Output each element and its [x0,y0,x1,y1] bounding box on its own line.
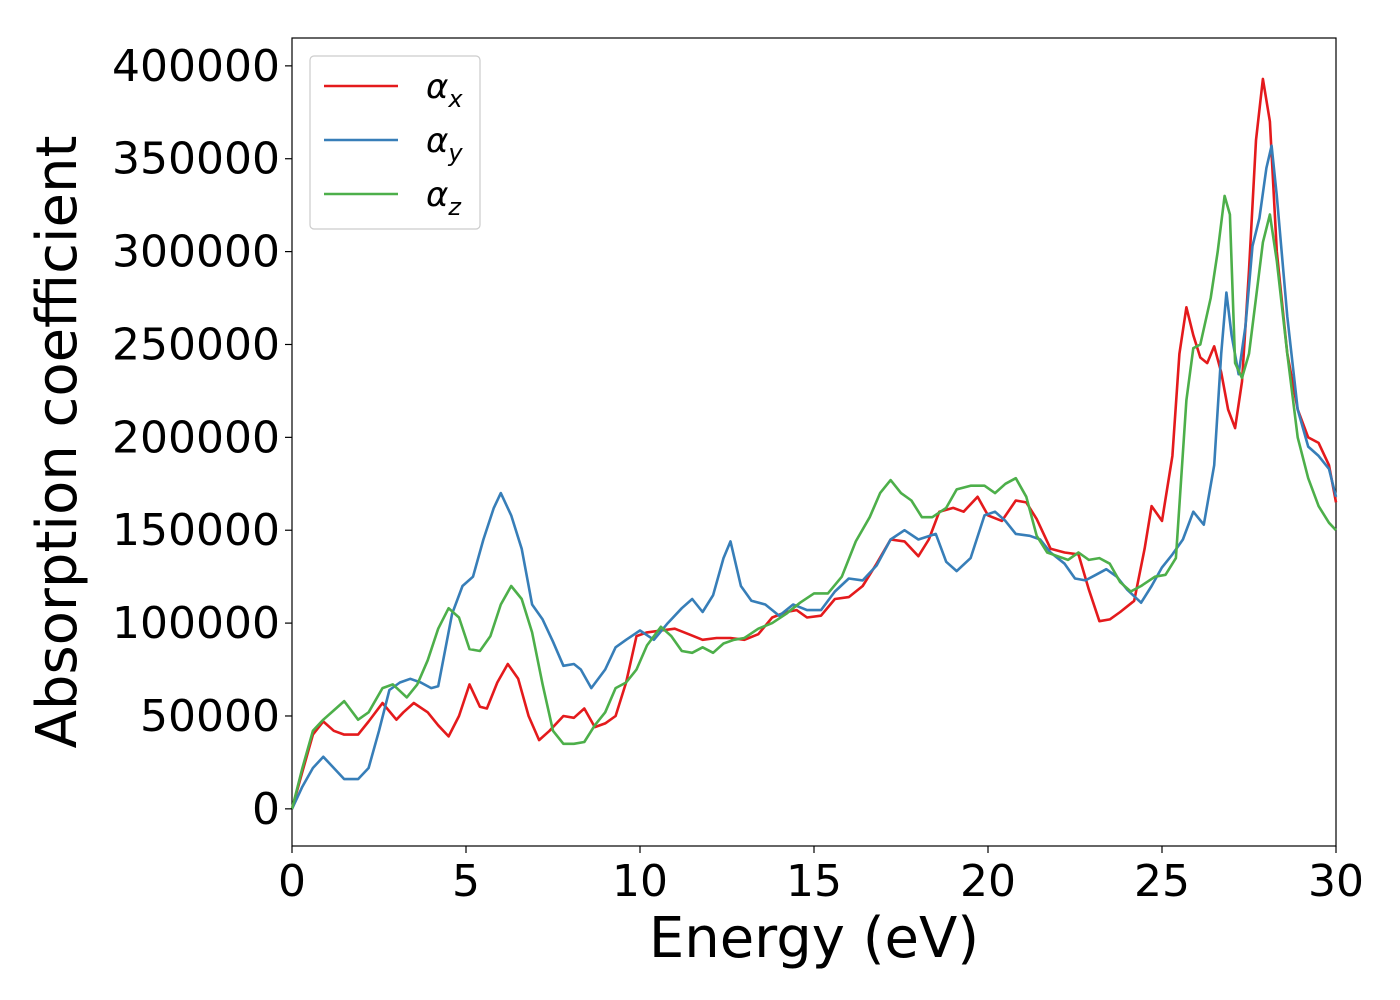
x-tick-label: 15 [786,856,842,907]
x-tick-label: 30 [1308,856,1364,907]
series-layer [290,77,1338,810]
y-tick-label: 50000 [140,691,280,742]
legend-label-y: αy [426,121,463,167]
x-tick-label: 25 [1134,856,1190,907]
legend-box [309,55,481,230]
x-tick-label: 10 [612,856,668,907]
y-axis-ticks: 0 50000 100000 150000 200000 250000 300000 3500… [112,41,292,835]
y-tick-label: 350000 [112,134,280,185]
y-tick-label: 100000 [112,598,280,649]
y-tick-label: 200000 [112,412,280,463]
legend-label-x: αx [426,67,463,113]
x-axis-title: Energy (eV) [649,906,979,971]
series-line-x [290,77,1338,810]
x-tick-label: 0 [278,856,306,907]
y-tick-label: 250000 [112,319,280,370]
y-tick-label: 300000 [112,227,280,278]
y-axis-title: Absorption coefficient [25,136,90,749]
y-tick-label: 0 [252,784,280,835]
series-line-y [290,144,1338,810]
x-tick-label: 5 [452,856,480,907]
y-tick-label: 150000 [112,505,280,556]
legend: αx αy αz [309,55,481,230]
series-line-z [290,194,1337,810]
x-tick-label: 20 [960,856,1016,907]
y-tick-label: 400000 [112,41,280,92]
x-axis-ticks: 0 5 10 15 20 25 30 [278,846,1364,907]
legend-label-z: αz [426,175,462,221]
